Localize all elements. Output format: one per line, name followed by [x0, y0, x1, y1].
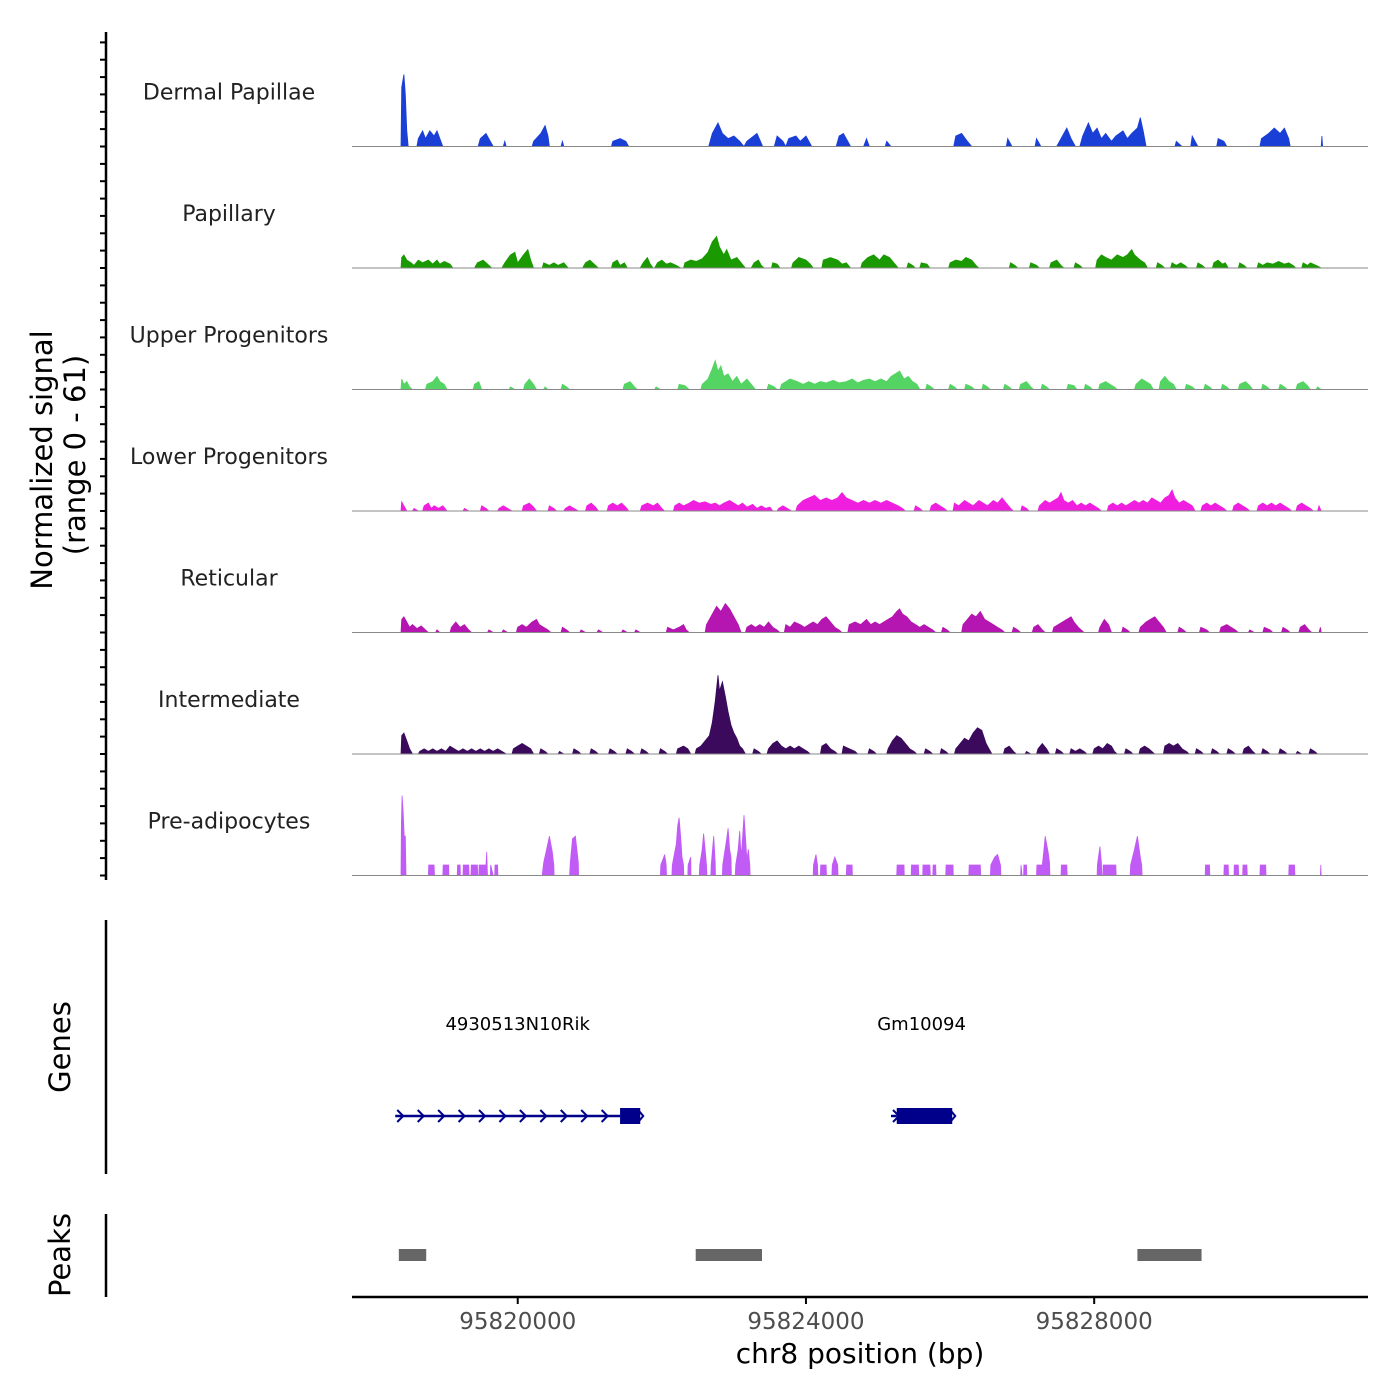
gene-strand-arrow [437, 1109, 446, 1123]
gene-strand-arrow [539, 1109, 548, 1123]
track-6: Pre-adipocytes [148, 795, 1368, 876]
track-area-1 [400, 235, 1322, 269]
track-5: Intermediate [158, 675, 1368, 755]
track-label-5: Intermediate [158, 688, 300, 713]
genes-panel: 4930513N10Rik Gm10094 [104, 920, 966, 1174]
gene-strand-arrow [560, 1109, 569, 1123]
track-2: Upper Progenitors [130, 324, 1368, 390]
gene-label: Gm10094 [877, 1014, 966, 1035]
y-axis-label-line2: (range 0 - 61) [58, 355, 92, 555]
track-4: Reticular [180, 567, 1368, 633]
track-area-5 [400, 675, 1319, 755]
coverage-tracks: Dermal Papillae Papillary Upper Progenitor… [130, 74, 1368, 876]
genes-axis-label: Genes [43, 1001, 77, 1093]
gene-end-arrow [637, 1109, 645, 1123]
track-area-0 [400, 74, 1324, 148]
track-0: Dermal Papillae [143, 74, 1368, 148]
gene-end-arrow [949, 1109, 957, 1123]
track-label-2: Upper Progenitors [130, 324, 329, 349]
gene-strand-arrow [498, 1109, 507, 1123]
gene-strand-arrow [600, 1109, 610, 1123]
peak-region-0 [398, 1249, 427, 1261]
track-3: Lower Progenitors [130, 445, 1368, 512]
gene-strand-arrow [519, 1109, 528, 1123]
peaks-panel [104, 1214, 1202, 1297]
peak-region-2 [1137, 1249, 1202, 1261]
x-tick-label: 95828000 [1036, 1309, 1153, 1335]
gene-0: 4930513N10Rik [395, 1014, 645, 1124]
x-axis: 95820000 95824000 95828000 [352, 1295, 1368, 1335]
gene-exon-block [896, 1108, 953, 1124]
track-label-0: Dermal Papillae [143, 81, 315, 106]
track-area-2 [400, 359, 1323, 390]
track-label-3: Lower Progenitors [130, 445, 328, 470]
gene-exon-block [620, 1108, 641, 1124]
track-label-4: Reticular [180, 567, 278, 592]
track-area-6 [400, 795, 1322, 876]
gene-strand-arrow [396, 1109, 405, 1123]
gene-label: 4930513N10Rik [445, 1014, 590, 1035]
track-label-1: Papillary [182, 202, 276, 227]
track-area-3 [400, 489, 1322, 512]
gene-strand-arrow [457, 1109, 466, 1123]
x-tick-label: 95820000 [459, 1309, 576, 1335]
gene-strand-arrow [416, 1109, 426, 1123]
y-axis-label-line1: Normalized signal [25, 330, 59, 589]
x-axis-label: chr8 position (bp) [736, 1337, 985, 1370]
gene-1: Gm10094 [877, 1014, 966, 1124]
signal-y-axis [100, 32, 108, 880]
gene-strand-arrow [580, 1109, 589, 1123]
track-label-6: Pre-adipocytes [148, 810, 311, 835]
track-area-4 [400, 602, 1322, 633]
peak-region-1 [695, 1249, 763, 1261]
peaks-axis-label: Peaks [43, 1213, 77, 1297]
x-tick-label: 95824000 [747, 1309, 864, 1335]
gene-strand-arrow [478, 1109, 487, 1123]
track-1: Papillary [182, 202, 1368, 269]
